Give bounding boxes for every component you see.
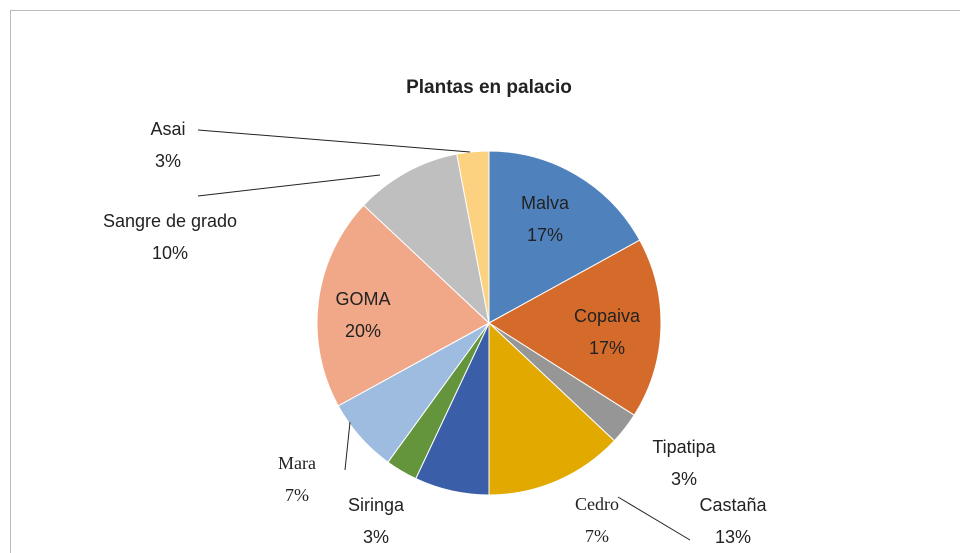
slice-value-label: 17% xyxy=(589,338,625,358)
leader-line xyxy=(197,174,381,197)
slice-label: Castaña xyxy=(699,495,767,515)
slice-value-label: 10% xyxy=(152,243,188,263)
slice-label: Mara xyxy=(278,453,316,473)
pie-slice xyxy=(488,321,616,496)
slice-value-label: 3% xyxy=(671,469,697,489)
slice-value-label: 13% xyxy=(715,527,751,547)
slice-label: Siringa xyxy=(348,495,405,515)
leader-line xyxy=(344,421,351,471)
leader-line xyxy=(617,496,691,541)
leader-line xyxy=(197,129,471,153)
slice-value-label: 3% xyxy=(155,151,181,171)
pie-slice xyxy=(456,150,490,324)
pie-slice xyxy=(316,204,490,407)
pie-slice xyxy=(488,150,641,324)
slice-label: GOMA xyxy=(335,289,390,309)
slice-value-label: 3% xyxy=(363,527,389,547)
pie-slice xyxy=(362,153,490,325)
slice-value-label: 20% xyxy=(345,321,381,341)
slice-value-label: 7% xyxy=(585,526,609,546)
slice-label: Copaiva xyxy=(574,306,641,326)
slice-label: Cedro xyxy=(575,494,619,514)
slice-value-label: 17% xyxy=(527,225,563,245)
pie-slice xyxy=(488,239,662,416)
slice-value-label: 7% xyxy=(285,485,309,505)
slice-label: Malva xyxy=(521,193,570,213)
chart-title: Plantas en palacio xyxy=(406,77,572,98)
slice-label: Asai xyxy=(150,119,185,139)
slice-label: Tipatipa xyxy=(652,437,716,457)
slice-label: Sangre de grado xyxy=(103,211,237,231)
